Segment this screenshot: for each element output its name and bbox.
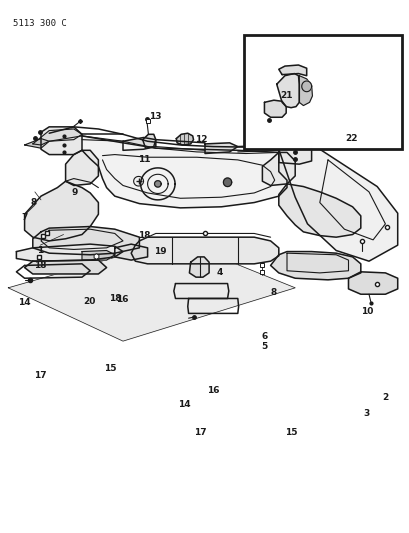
Polygon shape	[8, 240, 294, 341]
Bar	[243, 35, 401, 149]
Text: 16: 16	[207, 386, 219, 394]
Text: 19: 19	[154, 247, 166, 256]
Polygon shape	[264, 100, 285, 117]
Polygon shape	[123, 138, 155, 150]
Text: 5: 5	[261, 342, 267, 351]
Text: 9: 9	[71, 189, 78, 197]
Text: 10: 10	[360, 308, 372, 316]
Text: 8: 8	[30, 198, 37, 207]
Polygon shape	[82, 251, 115, 260]
Text: 12: 12	[194, 135, 207, 144]
Polygon shape	[142, 134, 155, 148]
Polygon shape	[25, 260, 106, 274]
Polygon shape	[276, 74, 299, 108]
Text: 14: 14	[178, 400, 190, 408]
Polygon shape	[25, 181, 98, 241]
Text: 1: 1	[37, 246, 43, 255]
Polygon shape	[115, 244, 147, 260]
Polygon shape	[82, 136, 286, 208]
Text: 8: 8	[270, 288, 276, 296]
Polygon shape	[154, 181, 161, 187]
Text: 16: 16	[116, 295, 128, 304]
Polygon shape	[204, 143, 237, 154]
Text: 15: 15	[103, 365, 116, 373]
Polygon shape	[278, 149, 397, 261]
Polygon shape	[278, 184, 360, 237]
Polygon shape	[176, 133, 193, 145]
Text: 21: 21	[280, 92, 292, 100]
Polygon shape	[41, 127, 82, 155]
Polygon shape	[223, 178, 231, 187]
Text: 3: 3	[363, 409, 369, 418]
Text: 18: 18	[109, 294, 121, 303]
Polygon shape	[33, 129, 82, 145]
Text: 11: 11	[138, 156, 150, 164]
Text: 13: 13	[148, 112, 161, 120]
Text: 5113 300 C: 5113 300 C	[13, 20, 67, 28]
Polygon shape	[25, 139, 49, 148]
Polygon shape	[131, 237, 278, 264]
Polygon shape	[16, 244, 123, 261]
Polygon shape	[348, 272, 397, 294]
Text: 22: 22	[345, 134, 357, 143]
Text: 15: 15	[284, 429, 297, 437]
Polygon shape	[278, 143, 311, 164]
Text: 17: 17	[34, 372, 46, 380]
Text: 17: 17	[193, 429, 206, 437]
Text: 14: 14	[18, 298, 31, 307]
Text: 6: 6	[261, 333, 267, 341]
Polygon shape	[33, 227, 139, 255]
Polygon shape	[65, 150, 98, 185]
Text: 7: 7	[21, 213, 28, 222]
Polygon shape	[262, 152, 294, 185]
Polygon shape	[270, 252, 360, 280]
Text: 2: 2	[381, 393, 388, 401]
Text: 20: 20	[83, 297, 95, 305]
Text: 18: 18	[138, 231, 150, 240]
Text: 18: 18	[34, 261, 46, 270]
Polygon shape	[299, 76, 312, 106]
Text: 4: 4	[216, 269, 222, 277]
Polygon shape	[189, 257, 209, 277]
Polygon shape	[278, 65, 306, 76]
Polygon shape	[301, 81, 311, 92]
